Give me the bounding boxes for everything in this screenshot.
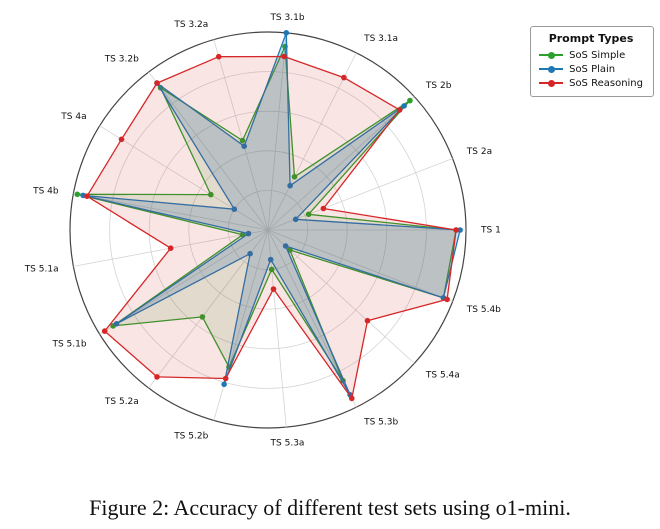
axis-label-ts-5-3a: TS 5.3a xyxy=(270,439,305,449)
axis-label-ts-5-4b: TS 5.4b xyxy=(466,305,501,315)
axis-label-ts-4b: TS 4b xyxy=(32,187,59,197)
axis-label-ts-5-4a: TS 5.4a xyxy=(425,371,460,381)
data-point-sos-plain xyxy=(247,250,253,257)
data-point-sos-plain xyxy=(282,243,289,249)
axis-label-ts-3-2b: TS 3.2b xyxy=(104,55,139,65)
data-point-sos-reasoning xyxy=(118,136,125,143)
data-point-sos-reasoning xyxy=(222,375,229,382)
data-point-sos-plain xyxy=(241,143,247,149)
radar-spoke xyxy=(148,229,269,389)
legend-item-sos-plain: SoS Plain xyxy=(539,62,643,76)
axis-label-ts-3-2a: TS 3.2a xyxy=(173,20,208,30)
data-point-sos-simple xyxy=(407,97,413,104)
legend-label-sos-simple: SoS Simple xyxy=(569,49,626,61)
data-point-sos-reasoning xyxy=(349,395,355,402)
data-point-sos-plain xyxy=(231,206,238,212)
axis-label-ts-5-1a: TS 5.1a xyxy=(24,264,59,274)
radar-spoke xyxy=(267,229,415,364)
radar-spoke xyxy=(267,32,287,231)
radar-spoke xyxy=(267,229,453,302)
radar-spoke xyxy=(267,96,415,231)
data-point-sos-reasoning xyxy=(215,53,222,60)
data-point-sos-reasoning xyxy=(154,80,160,86)
radar-spoke xyxy=(267,52,357,231)
data-point-sos-simple xyxy=(305,211,312,218)
axis-label-ts-5-2a: TS 5.2a xyxy=(104,397,139,407)
data-point-sos-reasoning xyxy=(341,74,347,81)
data-point-sos-reasoning xyxy=(101,328,108,334)
data-point-sos-reasoning xyxy=(320,205,327,212)
radar-spoke xyxy=(213,39,269,231)
data-point-sos-plain xyxy=(221,381,227,388)
data-point-sos-simple xyxy=(291,174,298,180)
data-point-sos-simple xyxy=(208,191,214,198)
data-point-sos-reasoning xyxy=(281,53,287,60)
legend-dot-blue xyxy=(548,65,556,73)
axis-label-ts-5-2b: TS 5.2b xyxy=(173,431,208,441)
axis-label-ts-2a: TS 2a xyxy=(466,147,492,157)
data-point-sos-reasoning xyxy=(84,193,90,199)
data-point-sos-simple xyxy=(268,266,275,273)
data-point-sos-simple xyxy=(199,314,206,320)
data-point-sos-plain xyxy=(283,30,290,36)
axis-label-ts-5-3b: TS 5.3b xyxy=(363,417,398,427)
data-point-sos-plain xyxy=(401,103,407,109)
radar-spoke xyxy=(267,229,287,428)
data-point-sos-reasoning xyxy=(396,107,403,113)
legend-title: Prompt Types xyxy=(548,32,634,45)
data-point-sos-reasoning xyxy=(453,227,459,233)
radar-spoke xyxy=(213,229,269,421)
data-point-sos-reasoning xyxy=(444,296,450,303)
axis-label-ts-5-1b: TS 5.1b xyxy=(51,340,86,350)
axis-label-ts-3-1b: TS 3.1b xyxy=(269,13,304,23)
data-point-sos-plain xyxy=(292,216,299,223)
data-point-sos-plain xyxy=(245,230,252,237)
legend-item-sos-reasoning: SoS Reasoning xyxy=(539,76,643,90)
radar-spoke xyxy=(73,193,269,231)
series-polygon-sos-reasoning xyxy=(86,55,457,400)
radar-svg: TS 1 TS 2a TS 2b TS 3.1a TS 3.1b TS 3.2a TS 3.… xyxy=(24,13,501,449)
data-point-sos-plain xyxy=(267,256,274,263)
legend-label-sos-reasoning: SoS Reasoning xyxy=(569,77,643,89)
data-point-sos-plain xyxy=(457,227,463,233)
radar-spoke xyxy=(148,71,269,231)
data-point-sos-reasoning xyxy=(364,317,371,324)
radar-spoke xyxy=(99,125,269,231)
axis-label-ts-2b: TS 2b xyxy=(425,81,452,91)
legend-item-sos-simple: SoS Simple xyxy=(539,48,643,62)
data-point-sos-reasoning xyxy=(154,374,160,380)
legend-dot-green xyxy=(548,51,556,59)
series-polygon-sos-plain xyxy=(82,32,461,396)
legend-label-sos-plain: SoS Plain xyxy=(569,63,616,75)
figure-2-radar-chart: TS 1 TS 2a TS 2b TS 3.1a TS 3.1b TS 3.2a TS 3.… xyxy=(24,13,654,449)
axis-label-ts-3-1a: TS 3.1a xyxy=(363,34,398,44)
legend-dot-red xyxy=(548,79,556,87)
data-point-sos-reasoning xyxy=(167,245,174,251)
legend-line-swatch-red xyxy=(539,79,564,87)
legend-line-swatch-green xyxy=(539,51,564,59)
radar-spoke xyxy=(267,158,453,231)
data-point-sos-simple xyxy=(74,191,81,198)
legend-line-swatch-blue xyxy=(539,65,564,73)
axis-label-ts-4a: TS 4a xyxy=(60,112,86,122)
chart-legend: Prompt Types SoS Simple SoS Plain SoS Re… xyxy=(530,26,654,97)
data-point-sos-plain xyxy=(287,182,293,189)
data-point-sos-plain xyxy=(113,321,120,327)
data-point-sos-simple xyxy=(239,137,246,144)
figure-caption: Figure 2: Accuracy of different test set… xyxy=(89,495,571,520)
data-point-sos-reasoning xyxy=(270,286,277,292)
axis-label-ts-1: TS 1 xyxy=(480,226,501,236)
